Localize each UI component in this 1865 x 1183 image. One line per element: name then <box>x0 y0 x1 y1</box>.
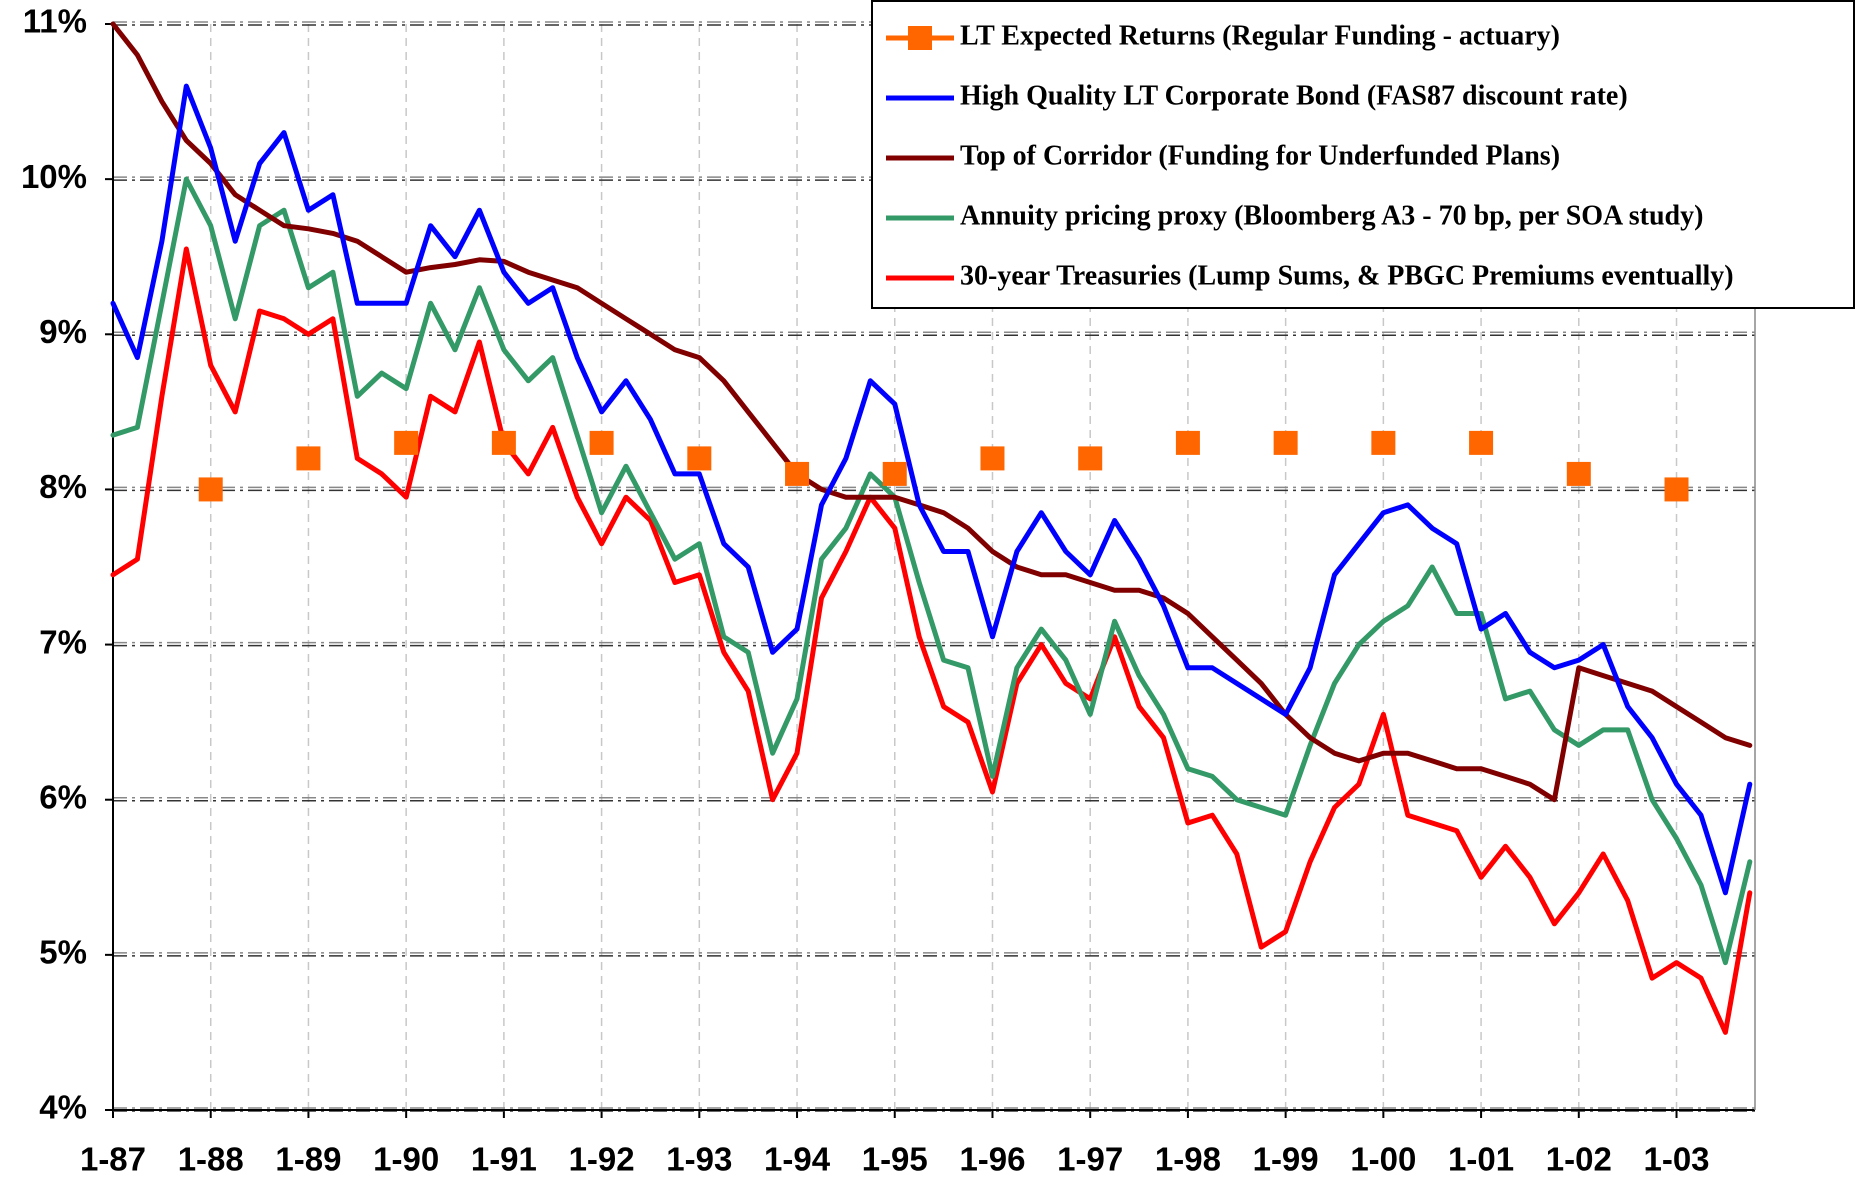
marker <box>785 461 810 486</box>
marker <box>687 446 712 471</box>
x-tick-label: 1-01 <box>1448 1141 1514 1178</box>
marker <box>1469 430 1494 455</box>
marker <box>491 430 516 455</box>
marker <box>1371 430 1396 455</box>
y-tick-label: 8% <box>39 468 87 505</box>
legend-marker <box>908 26 932 50</box>
y-tick-label: 9% <box>39 313 87 350</box>
series-line <box>110 246 1753 1035</box>
marker <box>198 477 223 502</box>
marker <box>1078 446 1103 471</box>
legend-label: Top of Corridor (Funding for Underfunded… <box>960 140 1560 171</box>
x-tick-label: 1-91 <box>471 1141 537 1178</box>
y-tick-label: 11% <box>23 3 87 40</box>
x-tick-label: 1-87 <box>80 1141 146 1178</box>
x-tick-label: 1-99 <box>1253 1141 1319 1178</box>
x-tick-label: 1-88 <box>178 1141 244 1178</box>
marker <box>980 446 1005 471</box>
marker <box>1175 430 1200 455</box>
x-tick-label: 1-98 <box>1155 1141 1221 1178</box>
legend: LT Expected Returns (Regular Funding - a… <box>871 0 1855 309</box>
x-tick-label: 1-92 <box>569 1141 635 1178</box>
x-tick-label: 1-90 <box>373 1141 439 1178</box>
x-tick-label: 1-93 <box>666 1141 732 1178</box>
x-tick-label: 1-89 <box>275 1141 341 1178</box>
x-tick-label: 1-97 <box>1057 1141 1123 1178</box>
series-line <box>110 83 1753 896</box>
y-tick-label: 4% <box>39 1089 87 1126</box>
marker <box>1566 461 1591 486</box>
x-tick-label: 1-03 <box>1643 1141 1709 1178</box>
legend-label: LT Expected Returns (Regular Funding - a… <box>960 20 1560 51</box>
y-tick-label: 6% <box>39 778 87 815</box>
marker <box>1273 430 1298 455</box>
x-tick-label: 1-95 <box>862 1141 928 1178</box>
legend-label: High Quality LT Corporate Bond (FAS87 di… <box>960 80 1628 111</box>
series-line <box>110 21 1753 803</box>
y-tick-label: 7% <box>39 623 87 660</box>
y-tick-label: 5% <box>39 934 87 971</box>
marker <box>589 430 614 455</box>
x-tick-label: 1-00 <box>1350 1141 1416 1178</box>
legend-label: 30-year Treasuries (Lump Sums, & PBGC Pr… <box>960 260 1734 291</box>
y-tick-label: 10% <box>21 158 87 195</box>
x-tick-label: 1-94 <box>764 1141 831 1178</box>
marker <box>1664 477 1689 502</box>
x-tick-label: 1-96 <box>959 1141 1025 1178</box>
marker <box>394 430 419 455</box>
x-tick-label: 1-02 <box>1546 1141 1612 1178</box>
marker <box>882 461 907 486</box>
legend-box <box>871 0 1855 309</box>
legend-label: Annuity pricing proxy (Bloomberg A3 - 70… <box>960 200 1703 231</box>
marker <box>296 446 321 471</box>
